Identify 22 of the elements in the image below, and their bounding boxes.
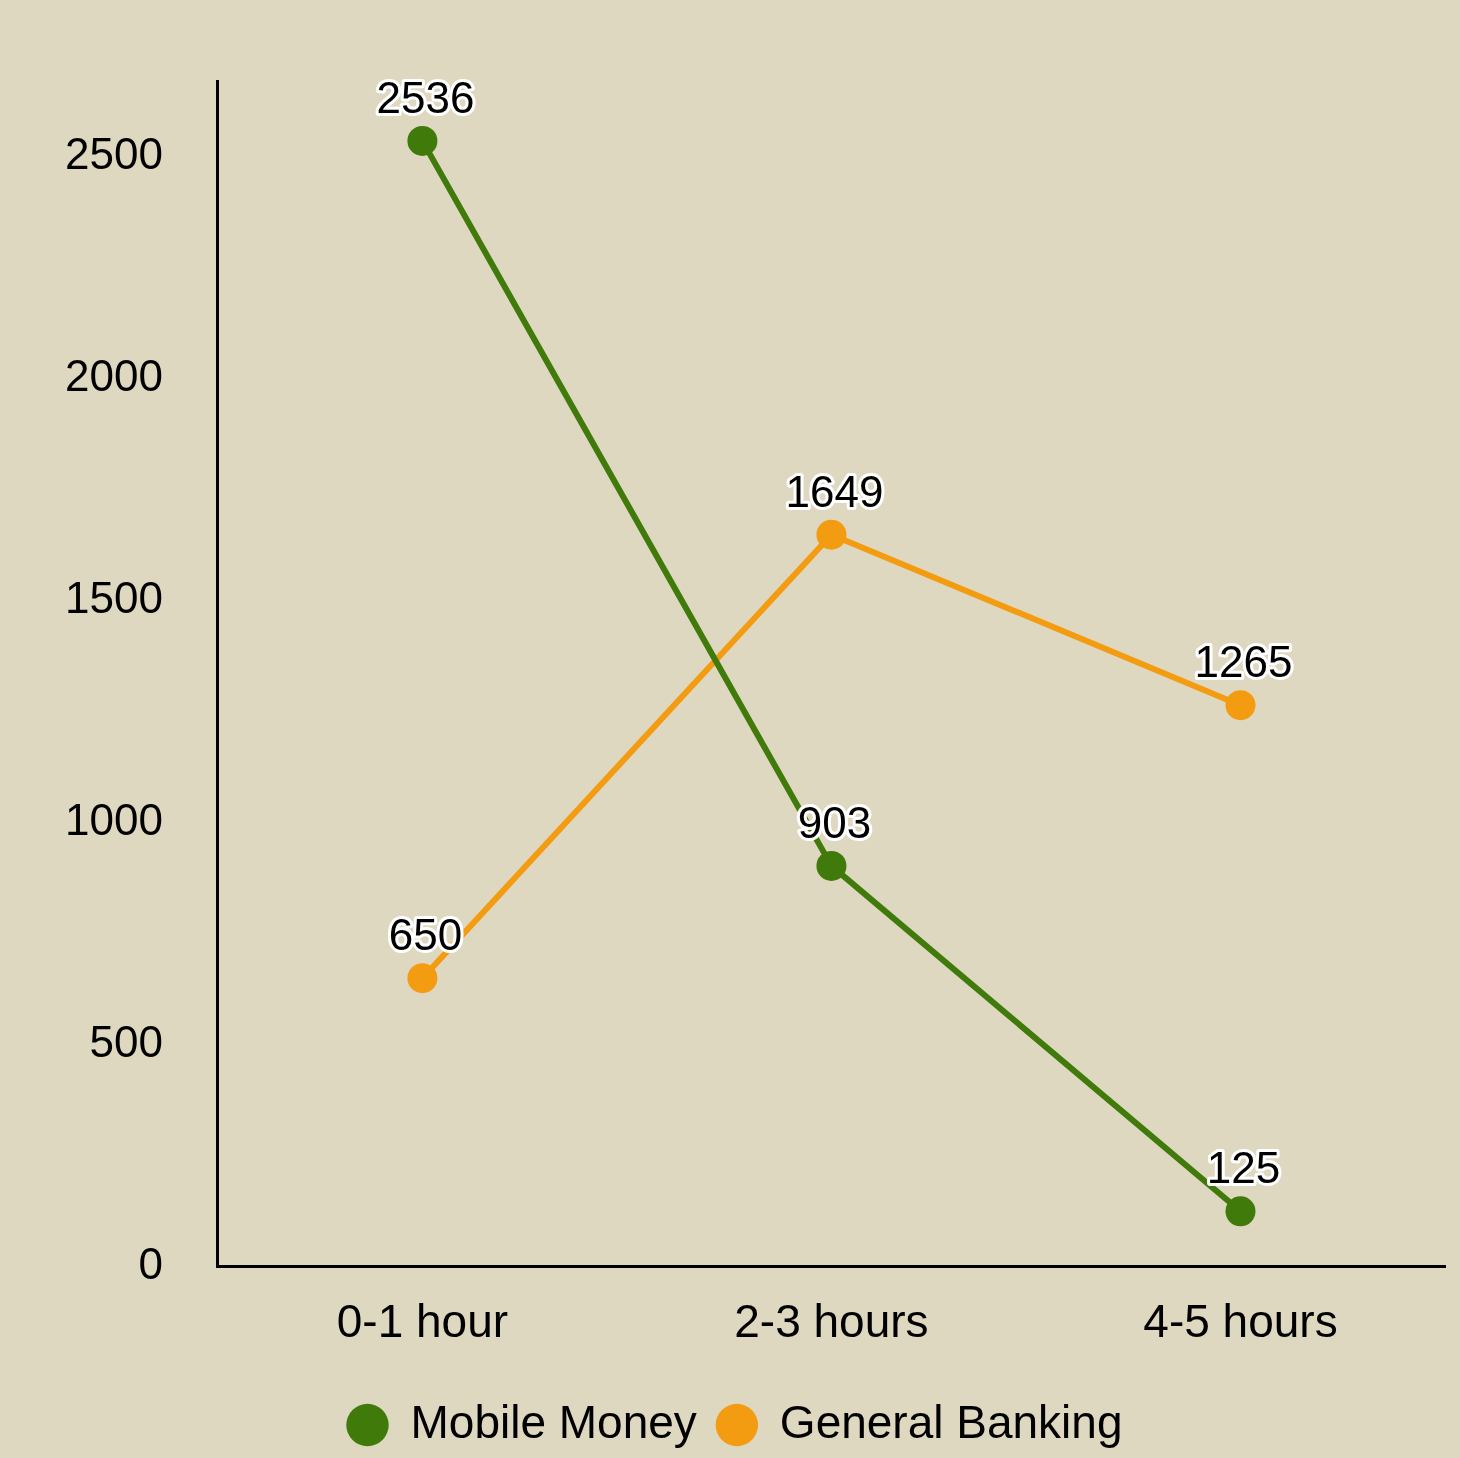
data-label: 2536 xyxy=(376,73,475,123)
y-tick-label: 2500 xyxy=(64,129,163,179)
y-tick-label: 500 xyxy=(89,1016,163,1066)
y-tick-label: 0 xyxy=(138,1238,163,1288)
point xyxy=(407,963,438,994)
point xyxy=(816,519,847,550)
point xyxy=(407,125,438,156)
data-label: 1649 xyxy=(785,466,884,516)
point xyxy=(816,850,847,881)
x-tick-label: 2-3 hours xyxy=(734,1295,929,1348)
data-label: 1265 xyxy=(1194,637,1293,687)
data-label: 650 xyxy=(388,910,463,960)
data-label: 125 xyxy=(1206,1143,1281,1193)
point xyxy=(1225,690,1256,721)
y-tick-label: 2000 xyxy=(64,351,163,400)
legend-label: Mobile Money xyxy=(410,1395,697,1448)
x-tick-label: 4-5 hours xyxy=(1143,1295,1338,1348)
legend-label: General Banking xyxy=(779,1395,1123,1448)
point xyxy=(1225,1196,1256,1227)
y-tick-label: 1000 xyxy=(64,794,163,844)
y-tick-label: 1500 xyxy=(64,572,163,622)
x-tick-label: 0-1 hour xyxy=(336,1295,509,1348)
